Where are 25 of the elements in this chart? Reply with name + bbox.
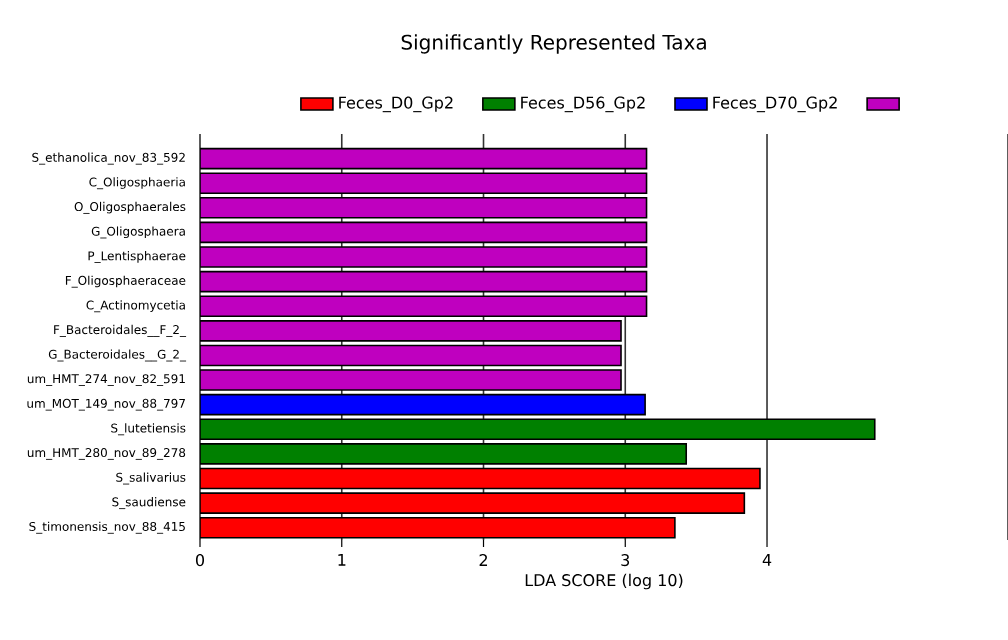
x-tick-label: 4 bbox=[762, 554, 772, 566]
bar bbox=[200, 295, 648, 318]
bar bbox=[200, 344, 622, 367]
x-tick-label: 2 bbox=[479, 554, 488, 566]
bar bbox=[200, 147, 648, 170]
bar bbox=[200, 492, 746, 514]
bar bbox=[200, 320, 622, 342]
chart-title: Significantly Represented Taxa bbox=[401, 34, 706, 54]
x-tick-label: 0 bbox=[195, 554, 205, 567]
legend-label: Feces_D56_Gp2 bbox=[521, 96, 645, 113]
bar bbox=[200, 246, 648, 268]
bar bbox=[200, 197, 648, 219]
bar bbox=[200, 443, 688, 465]
bar bbox=[200, 369, 622, 391]
bar bbox=[200, 270, 648, 293]
x-tick-label: 1 bbox=[338, 554, 346, 566]
legend-label: Feces_D0_Gp2 bbox=[339, 96, 453, 113]
bar bbox=[200, 516, 676, 539]
x-tick-label: 3 bbox=[621, 554, 630, 567]
bar bbox=[200, 418, 876, 441]
bar bbox=[200, 172, 648, 195]
legend-label: Feces_D70_Gp2 bbox=[713, 96, 837, 113]
bar bbox=[200, 467, 761, 490]
x-axis-title: LDA SCORE (log 10) bbox=[525, 573, 683, 590]
bar bbox=[200, 221, 648, 244]
